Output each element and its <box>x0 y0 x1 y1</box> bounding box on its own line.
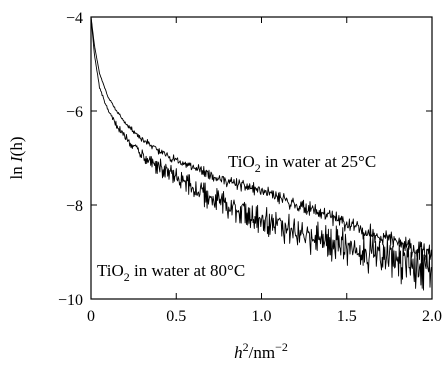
series-label-80c: TiO2 in water at 80°C <box>97 261 245 284</box>
y-tick-label: −4 <box>66 10 83 27</box>
x-tick-label: 0 <box>87 308 95 325</box>
x-axis-label: h2/nm−2 <box>234 340 288 362</box>
y-axis-label: ln I(h) <box>7 137 26 180</box>
series-layer <box>90 16 433 291</box>
series-line-1 <box>90 16 433 291</box>
x-tick-label: 1.5 <box>337 308 357 325</box>
ticks-layer: 0 0.5 1.0 1.5 2.0 −10 −8 −6 −4 <box>58 10 442 325</box>
y-tick-label: −6 <box>66 104 83 121</box>
x-tick-label: 0.5 <box>166 308 186 325</box>
series-label-25c: TiO2 in water at 25°C <box>228 152 376 175</box>
x-tick-label: 1.0 <box>252 308 272 325</box>
y-tick-label: −8 <box>66 198 83 215</box>
x-tick-label: 2.0 <box>422 308 442 325</box>
series-line-0 <box>90 16 433 261</box>
y-tick-label: −10 <box>58 292 83 309</box>
